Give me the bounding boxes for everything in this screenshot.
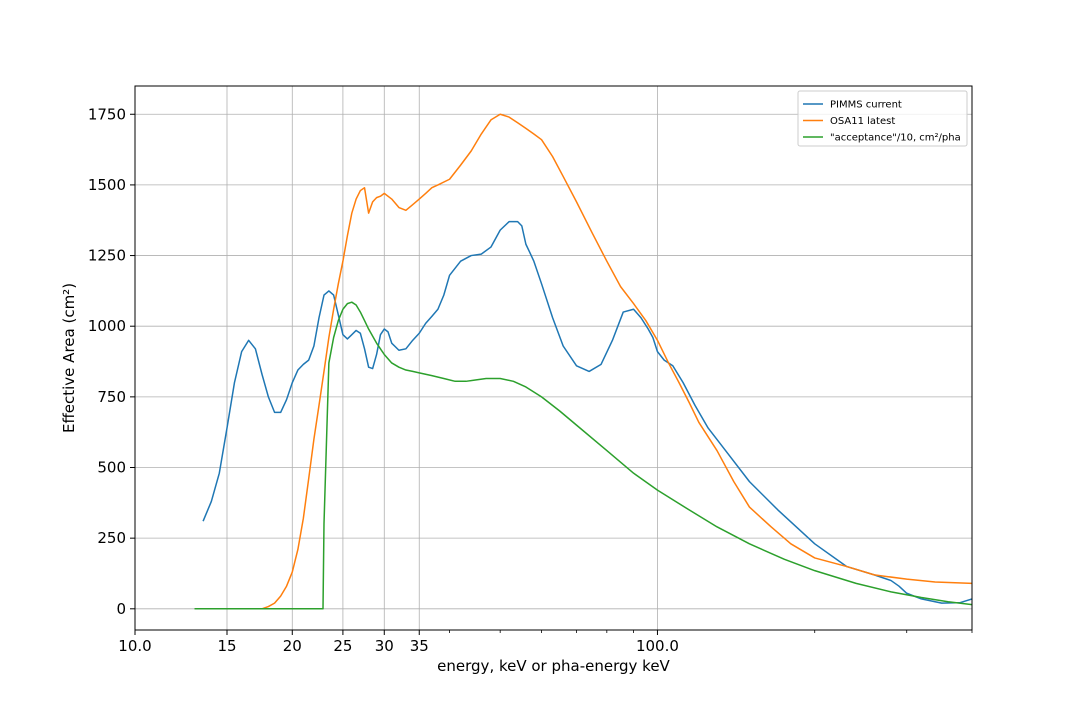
y-tick-label: 250 [97,529,126,547]
series-line-2 [261,113,972,610]
series-layer [194,113,972,610]
x-tick-label: 100.0 [636,637,679,655]
legend-label-2: OSA11 latest [830,116,895,127]
x-tick-label: 35 [410,637,429,655]
y-tick-label: 750 [97,388,126,406]
y-tick-label: 1500 [88,176,126,194]
x-tick-label: 10.0 [118,637,151,655]
plot-frame [134,85,973,631]
x-tick-label: 25 [333,637,352,655]
legend-box [797,90,968,147]
y-tick-label: 1250 [88,247,126,265]
x-tick-label: 15 [217,637,236,655]
x-tick-label: 30 [375,637,394,655]
y-tick-label: 1750 [88,105,126,123]
y-tick-label: 1000 [88,317,126,335]
y-axis-label: Effective Area (cm²) [60,283,78,433]
series-line-1 [202,220,972,604]
y-axis: 0 250 500 750 1000 1250 1500 1750 [88,105,135,618]
legend-label-3: "acceptance"/10, cm²/pha [830,133,961,144]
y-tick-label: 500 [97,459,126,477]
x-axis: 10.0 15 20 25 30 35 100.0 [118,630,679,655]
legend: PIMMS current OSA11 latest "acceptance"/10… [797,90,968,147]
x-tick-label: 20 [283,637,302,655]
x-axis-label: energy, keV or pha-energy keV [437,657,670,675]
grid [135,86,972,630]
y-tick-label: 0 [116,600,126,618]
series-line-3 [194,301,972,610]
legend-label-1: PIMMS current [830,100,902,111]
